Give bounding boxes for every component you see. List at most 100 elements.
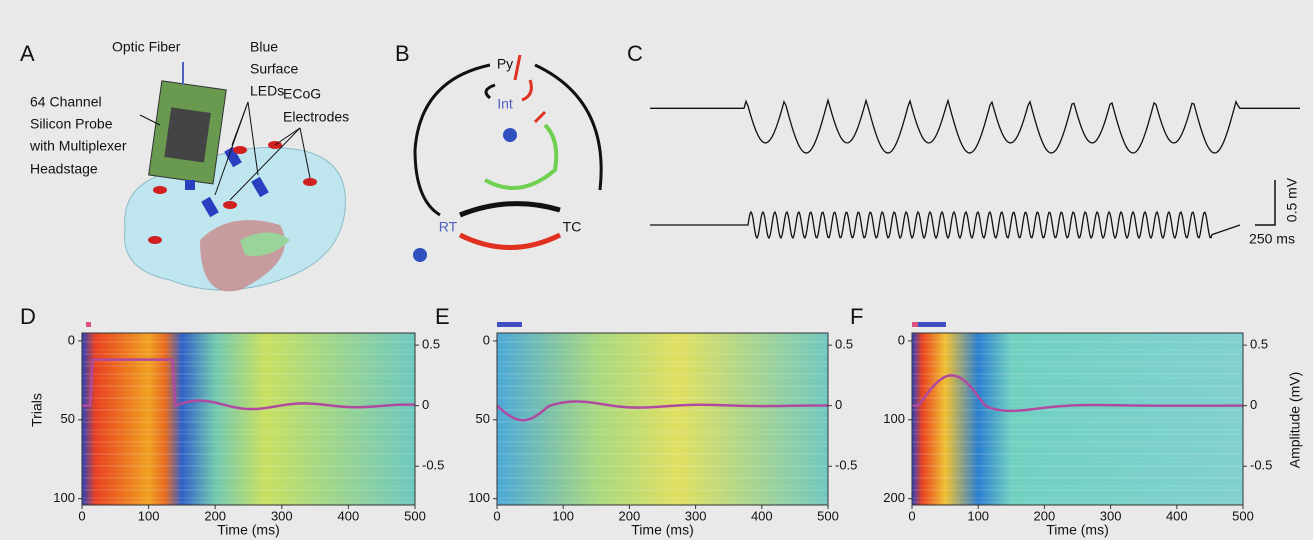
y2-tick-label: 0.5 xyxy=(422,337,440,352)
heatmap-row xyxy=(497,473,828,475)
heatmap-row xyxy=(912,433,1243,435)
heatmap-row xyxy=(82,381,415,383)
heatmap-row xyxy=(82,457,415,459)
heatmap-row xyxy=(912,425,1243,427)
heatmap-row xyxy=(497,461,828,463)
heatmap-row xyxy=(82,445,415,447)
mean-trace xyxy=(496,400,829,422)
plot-frame xyxy=(81,332,416,506)
heatmap-row xyxy=(497,377,828,379)
x-tick-label: 400 xyxy=(1166,508,1188,523)
plot-frame xyxy=(911,332,1244,506)
heatmap-row xyxy=(497,425,828,427)
y-tick-label: 100 xyxy=(883,411,905,426)
x-axis-label: Time (ms) xyxy=(1046,522,1108,538)
panel-label: C xyxy=(627,41,643,66)
x-axis-label: Time (ms) xyxy=(631,522,693,538)
heatmap-row xyxy=(497,453,828,455)
heatmap-row xyxy=(497,481,828,483)
y-tick-label: 50 xyxy=(61,411,75,426)
heatmap-row xyxy=(912,393,1243,395)
panel-label: F xyxy=(850,304,863,329)
heatmap-row xyxy=(82,341,415,343)
scale-label: 250 ms xyxy=(1249,231,1295,247)
heatmap-row xyxy=(82,481,415,483)
heatmap-row xyxy=(82,425,415,427)
x-tick-label: 200 xyxy=(204,508,226,523)
y2-tick-label: -0.5 xyxy=(1250,458,1272,473)
heatmap-row xyxy=(912,381,1243,383)
heatmap-row xyxy=(497,449,828,451)
y-tick-label: 100 xyxy=(468,490,490,505)
heatmap-row xyxy=(497,393,828,395)
heatmap-row xyxy=(82,449,415,451)
heatmap-row xyxy=(912,361,1243,363)
heatmap-row xyxy=(497,397,828,399)
heatmap-row xyxy=(912,441,1243,443)
x-tick-label: 0 xyxy=(908,508,915,523)
plot-frame xyxy=(496,332,829,506)
y-tick-label: 200 xyxy=(883,490,905,505)
heatmap-row xyxy=(497,341,828,343)
heatmap-row xyxy=(912,477,1243,479)
heatmap-row xyxy=(912,493,1243,495)
heatmap-row xyxy=(912,401,1243,403)
heatmap-row xyxy=(82,393,415,395)
heatmap-row xyxy=(497,361,828,363)
heatmap-row xyxy=(912,341,1243,343)
brain-illustration xyxy=(124,62,346,292)
heatmap-row xyxy=(82,441,415,443)
heatmap-row xyxy=(912,397,1243,399)
annotation: Optic Fiber xyxy=(112,39,181,55)
heatmap-row xyxy=(497,493,828,495)
x-tick-label: 500 xyxy=(404,508,426,523)
heatmap-row xyxy=(497,389,828,391)
heatmap-row xyxy=(82,421,415,423)
circuit-diagram xyxy=(413,54,603,262)
heatmap-row xyxy=(912,485,1243,487)
y-tick-label: 100 xyxy=(53,490,75,505)
heatmap-row xyxy=(912,357,1243,359)
heatmap-row xyxy=(912,349,1243,351)
heatmap-row xyxy=(497,445,828,447)
heatmap-row xyxy=(82,437,415,439)
heatmap-row xyxy=(82,413,415,415)
heatmap-row xyxy=(82,485,415,487)
heatmap-row xyxy=(82,469,415,471)
y2-tick-label: -0.5 xyxy=(422,458,444,473)
heatmap-row xyxy=(497,465,828,467)
heatmap-row xyxy=(497,417,828,419)
heatmap-row xyxy=(497,469,828,471)
heatmap-row xyxy=(912,345,1243,347)
y2-axis-label: Amplitude (mV) xyxy=(1287,372,1303,468)
x-tick-label: 0 xyxy=(493,508,500,523)
stimulus-bar xyxy=(86,322,91,327)
x-tick-label: 0 xyxy=(78,508,85,523)
heatmap-row xyxy=(497,353,828,355)
y-tick-label: 0 xyxy=(68,332,75,347)
annotation: Silicon Probe xyxy=(30,116,113,132)
heatmap-row xyxy=(82,433,415,435)
heatmap-row xyxy=(497,429,828,431)
heatmap-row xyxy=(497,337,828,339)
heatmap-row xyxy=(497,433,828,435)
heatmap-row xyxy=(497,369,828,371)
heatmap-row xyxy=(912,365,1243,367)
heatmap-row xyxy=(912,417,1243,419)
heatmap-row xyxy=(497,457,828,459)
x-tick-label: 300 xyxy=(685,508,707,523)
heatmap-row xyxy=(82,345,415,347)
heatmap xyxy=(912,333,1243,505)
heatmap-row xyxy=(912,449,1243,451)
traces xyxy=(649,97,1300,240)
heatmap-row xyxy=(82,377,415,379)
heatmap-row xyxy=(82,365,415,367)
heatmap-row xyxy=(497,489,828,491)
heatmap-row xyxy=(912,457,1243,459)
stimulus-bar xyxy=(497,322,522,327)
heatmap-row xyxy=(497,357,828,359)
heatmap-row xyxy=(82,397,415,399)
panel-label: A xyxy=(20,41,35,66)
heatmap-row xyxy=(82,489,415,491)
panel-label: E xyxy=(435,304,450,329)
